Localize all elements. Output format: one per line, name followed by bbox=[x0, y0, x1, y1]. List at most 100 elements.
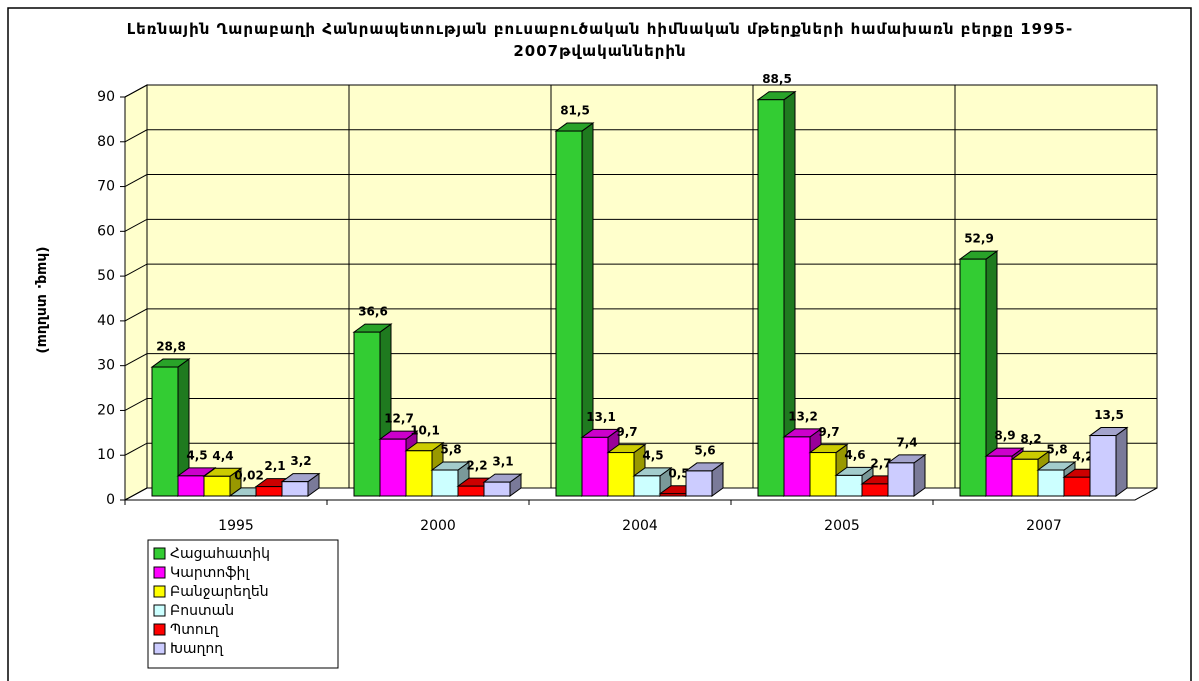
value-label: 5,8 bbox=[440, 443, 461, 457]
y-tick-label: 20 bbox=[97, 402, 115, 418]
y-tick-label: 50 bbox=[97, 268, 115, 284]
value-label: 81,5 bbox=[560, 104, 590, 118]
bar-front bbox=[281, 481, 309, 497]
value-label: 0,5 bbox=[668, 466, 689, 480]
value-label: 7,4 bbox=[896, 435, 917, 449]
bar-front bbox=[607, 452, 635, 497]
y-tick-label: 30 bbox=[97, 358, 115, 374]
grid-line bbox=[124, 263, 1157, 277]
bar-front bbox=[353, 331, 381, 497]
legend-label: Պտուղ bbox=[170, 622, 220, 638]
value-label: 4,5 bbox=[186, 448, 207, 462]
bar bbox=[482, 473, 523, 497]
grid-line bbox=[124, 397, 1157, 411]
bar-front bbox=[555, 130, 583, 497]
legend-box bbox=[147, 539, 339, 669]
x-tick-label: 2007 bbox=[1026, 518, 1062, 534]
bar-front bbox=[887, 462, 915, 497]
bar-front bbox=[633, 475, 661, 497]
bar-front bbox=[659, 493, 687, 497]
bar bbox=[886, 453, 927, 497]
value-label: 12,7 bbox=[384, 412, 414, 426]
grid-line bbox=[124, 129, 1157, 143]
value-label: 4,2 bbox=[1072, 450, 1093, 464]
value-label: 88,5 bbox=[762, 72, 792, 86]
y-tick-label: 40 bbox=[97, 313, 115, 329]
value-label: 4,6 bbox=[844, 448, 865, 462]
bar-front bbox=[809, 452, 837, 497]
value-label: 36,6 bbox=[358, 305, 388, 319]
legend-label: Կարտոֆիլ bbox=[170, 565, 250, 581]
value-label: 3,1 bbox=[492, 455, 513, 469]
bar-front bbox=[457, 485, 485, 497]
bar-front bbox=[1011, 458, 1039, 497]
value-label: 4,5 bbox=[642, 448, 663, 462]
bar-front bbox=[861, 483, 889, 497]
value-label: 9,7 bbox=[616, 425, 637, 439]
value-label: 2,1 bbox=[264, 459, 285, 473]
bar-side bbox=[1115, 426, 1128, 497]
value-label: 10,1 bbox=[410, 423, 440, 437]
value-label: 4,4 bbox=[212, 449, 233, 463]
grid-line bbox=[124, 353, 1157, 367]
bar bbox=[280, 472, 321, 497]
y-tick-label: 10 bbox=[97, 447, 115, 463]
bar bbox=[684, 461, 725, 497]
y-tick-label: 70 bbox=[97, 179, 115, 195]
value-label: 13,2 bbox=[788, 409, 818, 423]
value-label: 28,8 bbox=[156, 340, 186, 354]
legend-swatch bbox=[153, 642, 166, 655]
grid-line bbox=[124, 218, 1157, 232]
bar bbox=[632, 466, 673, 497]
legend-label: Բոստան bbox=[170, 603, 234, 619]
y-axis-label: (հազ. տոննա) bbox=[34, 246, 50, 353]
x-tick-label: 1995 bbox=[218, 518, 254, 534]
grid-line bbox=[124, 174, 1157, 187]
bar-front bbox=[379, 438, 407, 497]
bar-front bbox=[985, 455, 1013, 497]
legend-label: Խաղող bbox=[170, 641, 224, 657]
y-tick-label: 90 bbox=[97, 89, 115, 105]
legend-swatch bbox=[153, 604, 166, 617]
value-label: 2,2 bbox=[466, 459, 487, 473]
bar-front bbox=[483, 481, 511, 497]
value-label: 13,5 bbox=[1094, 408, 1124, 422]
bar-front bbox=[255, 486, 283, 497]
legend-label: Հացահատիկ bbox=[170, 546, 270, 562]
value-label: 3,2 bbox=[290, 454, 311, 468]
back-wall bbox=[146, 84, 1158, 489]
chart-title: Լեռնային Ղարաբաղի Հանրապետության բուսաբո… bbox=[126, 20, 1074, 60]
y-tick-label: 60 bbox=[97, 223, 115, 239]
x-tick-label: 2005 bbox=[824, 518, 860, 534]
bar-front bbox=[783, 436, 811, 497]
grid-line bbox=[124, 84, 1157, 98]
bar-front bbox=[177, 475, 205, 497]
legend-swatch bbox=[153, 623, 166, 636]
bar bbox=[1088, 426, 1129, 497]
legend-swatch bbox=[153, 566, 166, 579]
bar-front bbox=[1063, 476, 1091, 497]
value-label: 52,9 bbox=[964, 232, 994, 246]
value-label: 8,2 bbox=[1020, 432, 1041, 446]
bar bbox=[808, 443, 849, 497]
bar bbox=[554, 122, 595, 497]
y-tick-label: 0 bbox=[106, 492, 115, 508]
bar-front bbox=[835, 474, 863, 497]
bar-front bbox=[581, 436, 609, 497]
bar-front bbox=[685, 470, 713, 497]
bar bbox=[756, 90, 797, 497]
legend-label: Բանջարեղեն bbox=[170, 584, 269, 600]
frame bbox=[7, 7, 1192, 681]
legend-swatch bbox=[153, 585, 166, 598]
legend-swatch bbox=[153, 547, 166, 560]
bar bbox=[958, 250, 999, 497]
side-wall bbox=[124, 84, 148, 501]
bar-front bbox=[405, 450, 433, 497]
bar-front bbox=[959, 258, 987, 497]
value-label: 8,9 bbox=[994, 429, 1015, 443]
value-label: 0,02 bbox=[234, 468, 264, 482]
bar-front bbox=[1089, 435, 1117, 497]
x-tick-label: 2004 bbox=[622, 518, 658, 534]
